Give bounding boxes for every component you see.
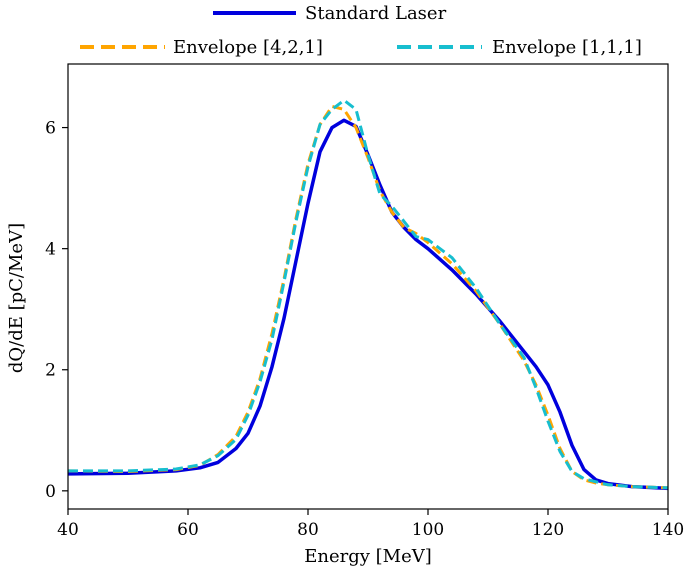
y-tick-label: 2	[45, 361, 56, 381]
y-axis-label: dQ/dE [pC/MeV]	[6, 223, 27, 373]
y-tick-label: 0	[45, 482, 56, 502]
legend-label-envelope-421: Envelope [4,2,1]	[173, 37, 323, 58]
y-axis: 0 2 4 6	[45, 119, 68, 502]
series-line-envelope-4-2-1	[67, 104, 669, 490]
x-tick-label: 60	[177, 520, 199, 540]
y-tick-label: 6	[45, 119, 56, 139]
y-tick-label: 4	[45, 240, 56, 260]
x-tick-label: 140	[652, 520, 684, 540]
x-tick-label: 120	[532, 520, 564, 540]
legend-label-envelope-111: Envelope [1,1,1]	[492, 37, 642, 58]
series-line-standard-laser	[67, 118, 669, 491]
series-line-envelope-1-1-1	[68, 98, 669, 490]
plot-lines	[67, 98, 669, 491]
legend-label-standard-laser: Standard Laser	[305, 3, 447, 24]
plot-frame	[67, 63, 669, 510]
x-tick-label: 40	[57, 520, 79, 540]
legend: Standard Laser Envelope [4,2,1] Envelope…	[80, 3, 642, 58]
x-axis-label: Energy [MeV]	[304, 546, 432, 567]
x-tick-label: 80	[297, 520, 319, 540]
x-tick-label: 100	[412, 520, 444, 540]
x-axis: 40 60 80 100 120 140	[57, 509, 684, 540]
